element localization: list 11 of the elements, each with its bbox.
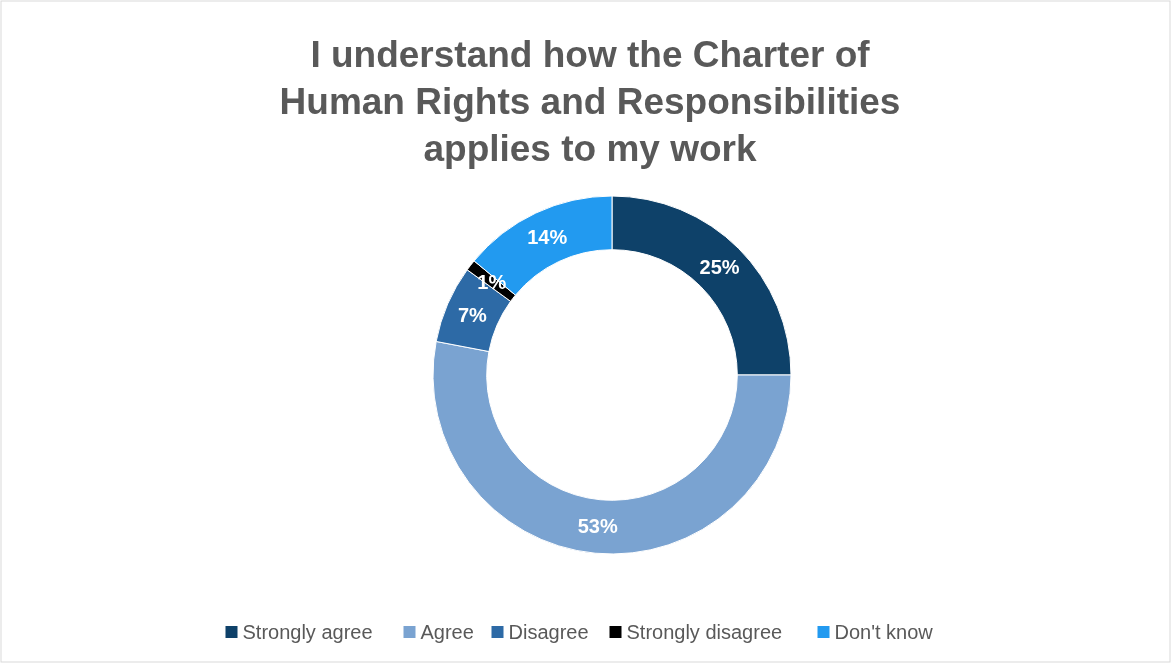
legend-label: Strongly agree — [242, 621, 373, 643]
data-label: 1% — [477, 270, 507, 293]
data-label: 53% — [577, 515, 618, 538]
data-label: 25% — [699, 256, 740, 279]
legend-label: Disagree — [508, 621, 589, 643]
legend-label: Agree — [420, 621, 474, 643]
data-label: 7% — [457, 303, 488, 326]
data-label: 14% — [527, 226, 568, 249]
legend-label: Don't know — [834, 621, 934, 643]
legend-label: Strongly disagree — [626, 621, 783, 643]
chart-title: I understand how the Charter of Human Rights and Responsibilities applies to my work — [279, 34, 901, 169]
